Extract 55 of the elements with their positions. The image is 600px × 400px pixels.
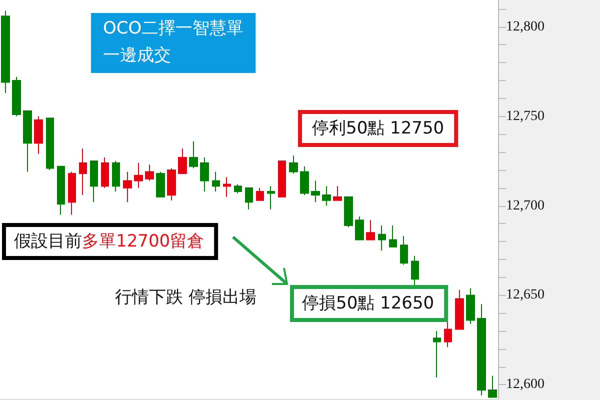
candlestick bbox=[389, 224, 397, 248]
candlestick bbox=[23, 110, 32, 172]
candlestick bbox=[123, 171, 132, 203]
candlestick bbox=[488, 375, 497, 398]
candlestick bbox=[366, 220, 375, 240]
candlestick bbox=[400, 236, 408, 266]
annotation: 停損50點 12650 bbox=[302, 294, 434, 314]
candlestick bbox=[156, 171, 165, 198]
candlestick bbox=[289, 155, 298, 174]
y-tick-label: 12,600 bbox=[506, 377, 544, 392]
candlestick bbox=[378, 224, 386, 251]
annotation: 停利50點 12750 bbox=[312, 118, 444, 138]
y-tick-label: 12,750 bbox=[506, 108, 544, 124]
candlestick bbox=[167, 168, 176, 201]
candlestick bbox=[344, 196, 353, 228]
candlestick bbox=[256, 187, 264, 201]
candlestick bbox=[145, 164, 154, 182]
candlestick bbox=[1, 10, 10, 94]
text: 一邊成交 bbox=[103, 46, 171, 66]
candlestick bbox=[311, 180, 320, 203]
y-tick-label: 12,650 bbox=[506, 288, 544, 303]
annotation: 假設目前多單12700留倉 bbox=[14, 232, 204, 252]
candlestick bbox=[46, 118, 54, 170]
candlestick bbox=[433, 330, 441, 378]
candlestick bbox=[79, 148, 87, 196]
candlestick bbox=[300, 166, 309, 196]
candlestick bbox=[234, 184, 242, 194]
y-tick-label: 12,800 bbox=[506, 19, 544, 34]
candlestick bbox=[444, 320, 452, 348]
candlestick bbox=[12, 76, 21, 117]
y-tick-label: 12,700 bbox=[506, 198, 544, 214]
candlestick bbox=[455, 289, 464, 330]
candlestick bbox=[189, 140, 198, 169]
candlestick bbox=[57, 166, 65, 216]
candlestick bbox=[212, 171, 220, 192]
candlestick bbox=[34, 116, 43, 154]
candlestick bbox=[178, 148, 187, 174]
candlestick bbox=[90, 160, 98, 203]
candlestick bbox=[278, 160, 286, 198]
candlestick bbox=[134, 162, 143, 188]
text: OCO二擇一智慧單 bbox=[103, 18, 244, 38]
candlestick bbox=[411, 255, 419, 287]
candlestick bbox=[223, 176, 231, 198]
candlestick bbox=[267, 186, 275, 210]
candlestick bbox=[477, 304, 486, 396]
annotation: 行情下跌 停損出場 bbox=[115, 288, 256, 308]
candlestick bbox=[68, 171, 76, 216]
candlestick bbox=[200, 156, 209, 192]
candlestick bbox=[466, 288, 475, 324]
candlestick bbox=[333, 186, 342, 201]
candlestick bbox=[112, 160, 120, 192]
candlestick bbox=[322, 186, 331, 206]
candlestick bbox=[101, 156, 109, 188]
candlestick bbox=[355, 216, 364, 240]
candlestick bbox=[245, 187, 253, 210]
